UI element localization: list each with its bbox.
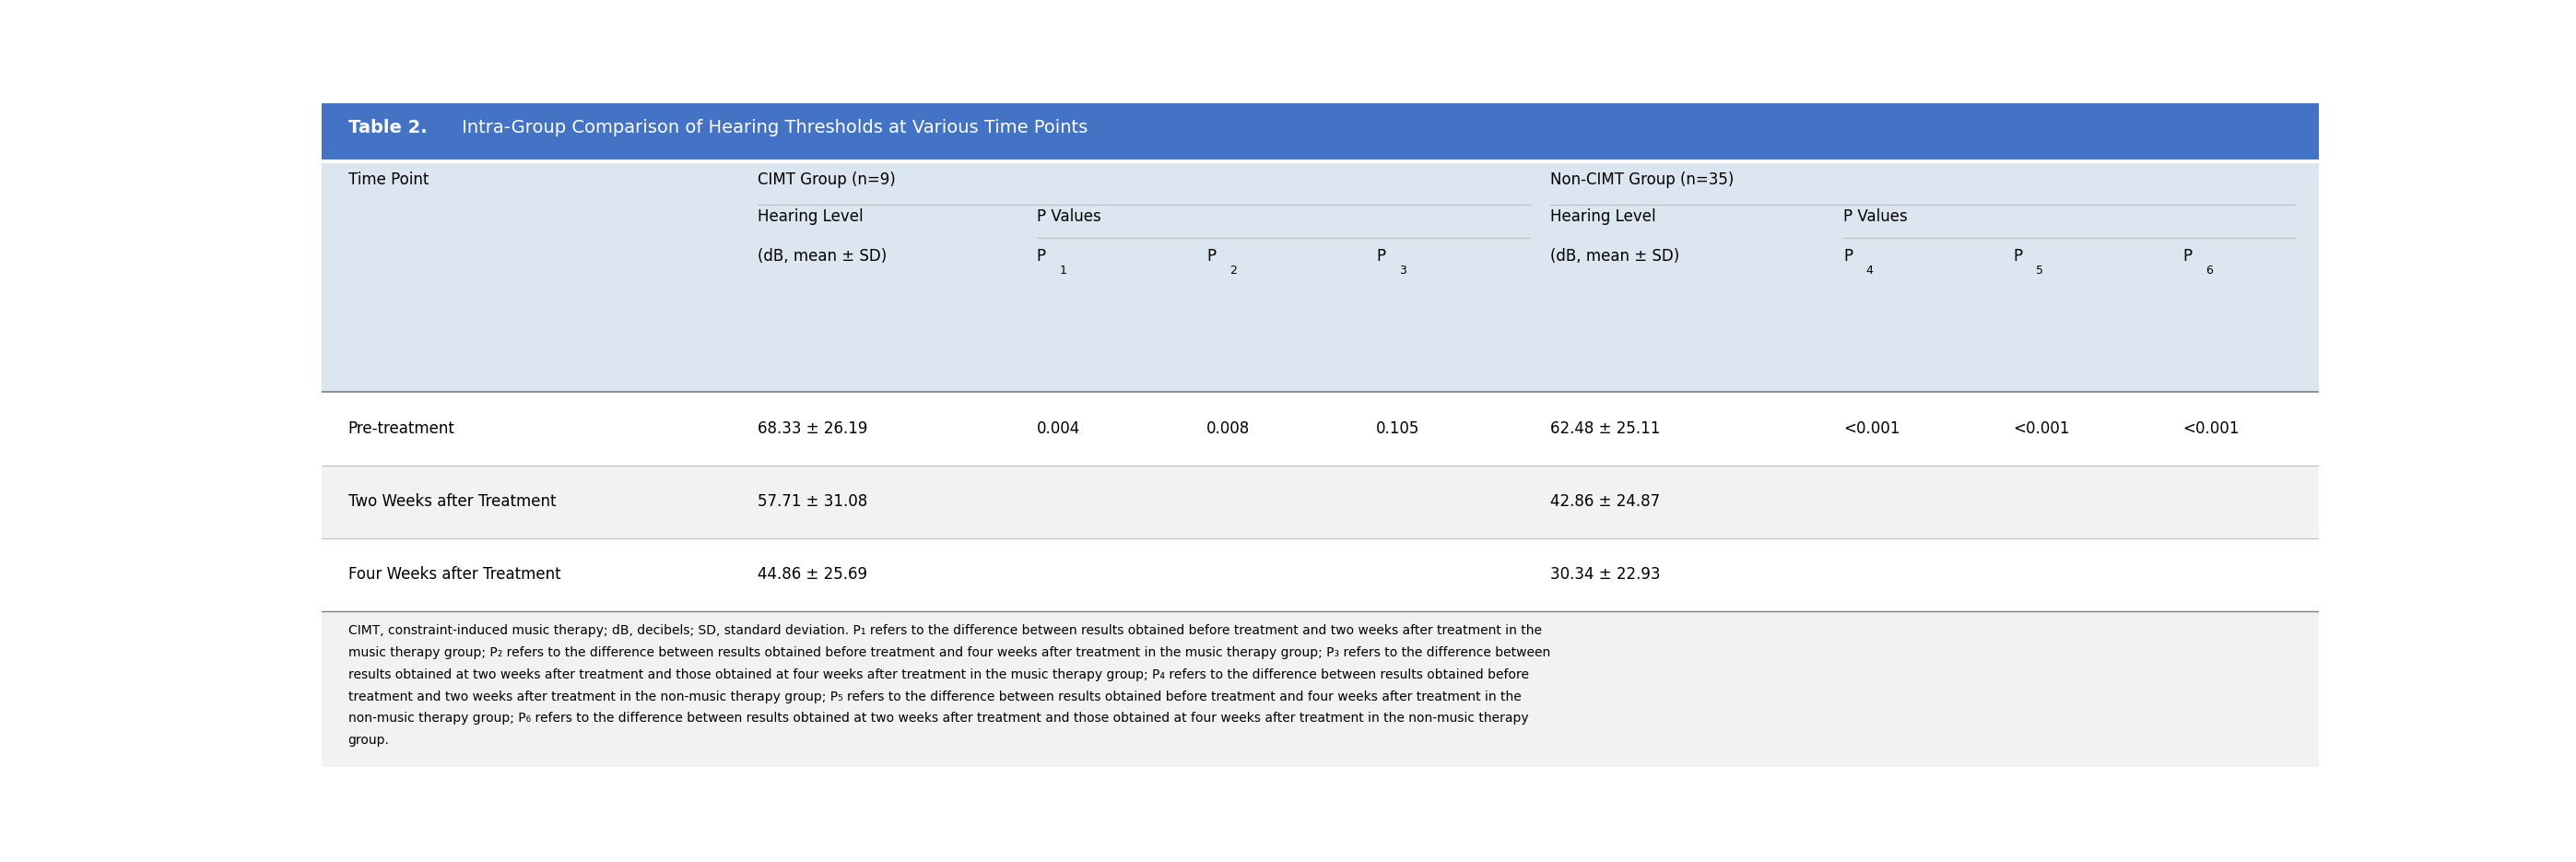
Text: CIMT, constraint-induced music therapy; dB, decibels; SD, standard deviation. P₁: CIMT, constraint-induced music therapy; … [348,624,1540,637]
Text: Intra-Group Comparison of Hearing Thresholds at Various Time Points: Intra-Group Comparison of Hearing Thresh… [456,119,1087,137]
Text: Four Weeks after Treatment: Four Weeks after Treatment [348,566,562,583]
Text: 3: 3 [1399,265,1406,277]
Bar [322,611,2318,767]
Text: Time Point: Time Point [348,172,428,188]
Text: 5: 5 [2035,265,2043,277]
Text: 4: 4 [1865,265,1873,277]
Text: 62.48 ± 25.11: 62.48 ± 25.11 [1551,421,1659,437]
Bar [322,163,2318,392]
Text: <0.001: <0.001 [2182,421,2239,437]
Text: P: P [1844,247,1852,265]
Text: music therapy group; P₂ refers to the difference between results obtained before: music therapy group; P₂ refers to the di… [348,646,1551,659]
Text: P Values: P Values [1036,208,1100,225]
Bar [322,538,2318,611]
Text: 6: 6 [2205,265,2213,277]
Text: 68.33 ± 26.19: 68.33 ± 26.19 [757,421,868,437]
Text: Hearing Level: Hearing Level [757,208,863,225]
Text: 0.004: 0.004 [1036,421,1079,437]
Bar [322,465,2318,538]
Text: 30.34 ± 22.93: 30.34 ± 22.93 [1551,566,1659,583]
Text: 2: 2 [1229,265,1236,277]
Text: 57.71 ± 31.08: 57.71 ± 31.08 [757,493,868,510]
Bar [322,392,2318,465]
Text: (dB, mean ± SD): (dB, mean ± SD) [1551,247,1680,265]
Text: 1: 1 [1059,265,1066,277]
Text: results obtained at two weeks after treatment and those obtained at four weeks a: results obtained at two weeks after trea… [348,668,1528,681]
Text: P: P [1206,247,1216,265]
Text: group.: group. [348,734,389,746]
Text: CIMT Group (n=9): CIMT Group (n=9) [757,172,896,188]
Text: Table 2.: Table 2. [348,119,428,137]
Text: P: P [2182,247,2192,265]
Text: P: P [1036,247,1046,265]
Text: 42.86 ± 24.87: 42.86 ± 24.87 [1551,493,1659,510]
Text: P: P [2012,247,2022,265]
Text: P: P [1376,247,1386,265]
Bar [322,103,2318,159]
Text: 0.008: 0.008 [1206,421,1249,437]
Text: <0.001: <0.001 [1844,421,1901,437]
Text: 0.105: 0.105 [1376,421,1419,437]
Text: Two Weeks after Treatment: Two Weeks after Treatment [348,493,556,510]
Text: non-music therapy group; P₆ refers to the difference between results obtained at: non-music therapy group; P₆ refers to th… [348,712,1528,725]
Text: 44.86 ± 25.69: 44.86 ± 25.69 [757,566,868,583]
Text: Hearing Level: Hearing Level [1551,208,1656,225]
Text: treatment and two weeks after treatment in the non-music therapy group; P₅ refer: treatment and two weeks after treatment … [348,690,1520,703]
Text: <0.001: <0.001 [2012,421,2069,437]
Text: Pre-treatment: Pre-treatment [348,421,456,437]
Text: Non-CIMT Group (n=35): Non-CIMT Group (n=35) [1551,172,1734,188]
Text: (dB, mean ± SD): (dB, mean ± SD) [757,247,886,265]
Text: P Values: P Values [1844,208,1909,225]
